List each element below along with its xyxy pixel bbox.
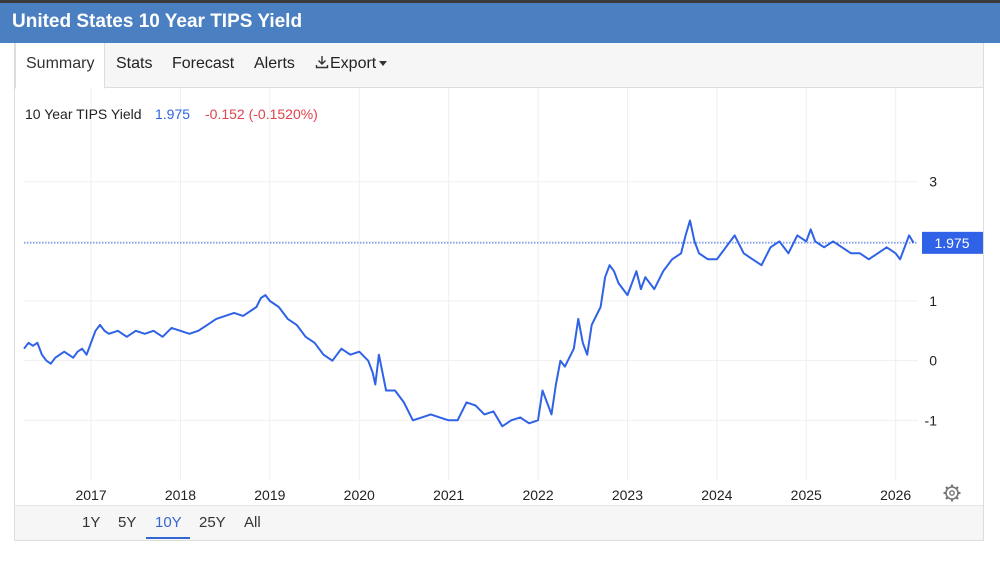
tab-forecast[interactable]: Forecast	[172, 55, 235, 72]
tab-alerts[interactable]: Alerts	[254, 55, 295, 72]
tab-summary[interactable]: Summary	[15, 43, 106, 89]
title-bar: United States 10 Year TIPS Yield	[0, 3, 1000, 43]
tab-export[interactable]: Export	[314, 43, 388, 88]
range-all[interactable]: All	[244, 514, 261, 531]
download-icon	[315, 56, 329, 69]
range-5y[interactable]: 5Y	[118, 514, 137, 531]
chart-panel: Summary Stats Forecast Alerts Export 1Y …	[14, 43, 984, 541]
range-1y[interactable]: 1Y	[82, 514, 101, 531]
range-10y[interactable]: 10Y	[155, 514, 182, 531]
range-25y[interactable]: 25Y	[199, 514, 226, 531]
export-label: Export	[330, 55, 377, 72]
page-title: United States 10 Year TIPS Yield	[12, 11, 303, 32]
tab-bar: Summary Stats Forecast Alerts Export	[15, 43, 983, 89]
range-active-underline	[146, 537, 190, 539]
caret-down-icon	[379, 61, 388, 67]
range-selector: 1Y 5Y 10Y 25Y All	[15, 505, 983, 540]
window-top-border	[0, 0, 1000, 3]
tab-stats[interactable]: Stats	[116, 55, 153, 72]
